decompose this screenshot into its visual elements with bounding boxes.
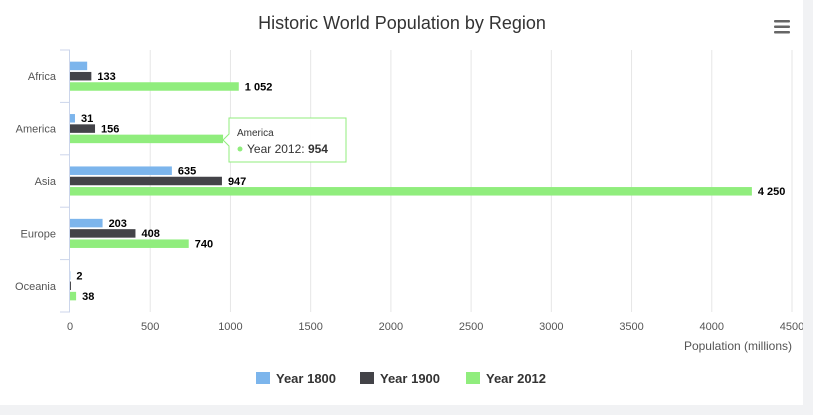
category-label-asia: Asia: [35, 176, 57, 188]
bar-oceania-year-2012[interactable]: [70, 291, 77, 301]
bar-asia-year-2012[interactable]: [70, 187, 752, 196]
legend-label: Year 1800: [276, 371, 336, 386]
bar-oceania-year-1900[interactable]: [70, 281, 71, 291]
legend-swatch: [360, 372, 374, 384]
bar-america-year-2012[interactable]: [70, 134, 224, 144]
legend-label: Year 1900: [380, 371, 440, 386]
x-tick-label: 1000: [218, 321, 242, 333]
x-tick-label: 3000: [539, 321, 563, 333]
bar-america-year-1800[interactable]: [70, 114, 75, 123]
data-label-america-year-1800: 31: [81, 113, 93, 125]
tooltip-series-marker: [237, 146, 243, 152]
grid-lines: [149, 50, 793, 312]
data-label-asia-year-1800: 635: [178, 165, 196, 177]
x-tick-label: 3500: [619, 321, 643, 333]
bar-asia-year-1800[interactable]: [70, 166, 172, 175]
bar-africa-year-1900[interactable]: [70, 71, 92, 81]
axes: 0 500 1000 1500 2000 2500 3000 3500 4000 4500 Afri…: [15, 49, 803, 333]
bar-africa-year-2012[interactable]: [70, 82, 239, 91]
category-label-europe: Europe: [21, 228, 56, 240]
data-label-africa-year-2012: 1 052: [245, 81, 273, 93]
x-tick-label: 2500: [459, 321, 483, 333]
legend-item-year-2012[interactable]: Year 2012: [466, 371, 546, 386]
legend-item-year-1800[interactable]: Year 1800: [256, 371, 336, 386]
x-tick-label: 0: [67, 321, 73, 333]
data-label-asia-year-2012: 4 250: [758, 186, 786, 198]
population-chart: Historic World Population by Region 0 500…: [15, 13, 803, 386]
bar-europe-year-1800[interactable]: [70, 218, 103, 228]
x-tick-label: 4500: [780, 321, 803, 333]
bars: [70, 61, 752, 301]
data-label-europe-year-1800: 203: [109, 218, 127, 230]
x-tick-label: 4000: [700, 321, 724, 333]
bar-america-year-1900[interactable]: [70, 124, 96, 133]
category-label-oceania: Oceania: [15, 281, 57, 293]
tooltip-series-label: Year 2012: 954: [247, 142, 328, 156]
chart-title: Historic World Population by Region: [258, 13, 546, 33]
x-tick-label: 500: [141, 321, 159, 333]
bar-europe-year-2012[interactable]: [70, 239, 189, 248]
legend-label: Year 2012: [486, 371, 546, 386]
category-label-africa: Africa: [28, 71, 57, 83]
data-label-oceania-year-1800: 2: [76, 270, 82, 282]
tooltip-value: 954: [308, 142, 328, 156]
data-label-america-year-1900: 156: [101, 123, 119, 135]
x-tick-label: 1500: [298, 321, 322, 333]
legend-swatch: [256, 372, 270, 384]
legend-swatch: [466, 372, 480, 384]
x-axis-title: Population (millions): [684, 339, 792, 353]
hamburger-menu-icon[interactable]: [770, 16, 794, 38]
tooltip-category: America: [237, 128, 274, 139]
bar-africa-year-1800[interactable]: [70, 61, 88, 71]
bar-europe-year-1900[interactable]: [70, 229, 136, 238]
data-label-oceania-year-2012: 38: [82, 291, 94, 303]
x-tick-label: 2000: [379, 321, 403, 333]
data-label-europe-year-2012: 740: [195, 238, 213, 250]
data-label-asia-year-1900: 947: [228, 176, 246, 188]
chart-card: Historic World Population by Region 0 500…: [0, 0, 803, 405]
legend: Year 1800 Year 1900 Year 2012: [256, 371, 546, 386]
data-label-africa-year-1900: 133: [97, 71, 115, 83]
legend-item-year-1900[interactable]: Year 1900: [360, 371, 440, 386]
tooltip-series-name: Year 2012: [247, 142, 302, 156]
data-label-europe-year-1900: 408: [141, 228, 159, 240]
data-labels: 133 1 052 31 156 635 947 4 250 203 408 740 238: [76, 71, 785, 303]
bar-asia-year-1900[interactable]: [70, 176, 222, 186]
category-label-america: America: [16, 124, 57, 136]
tooltip: America Year 2012: 954: [222, 117, 347, 163]
